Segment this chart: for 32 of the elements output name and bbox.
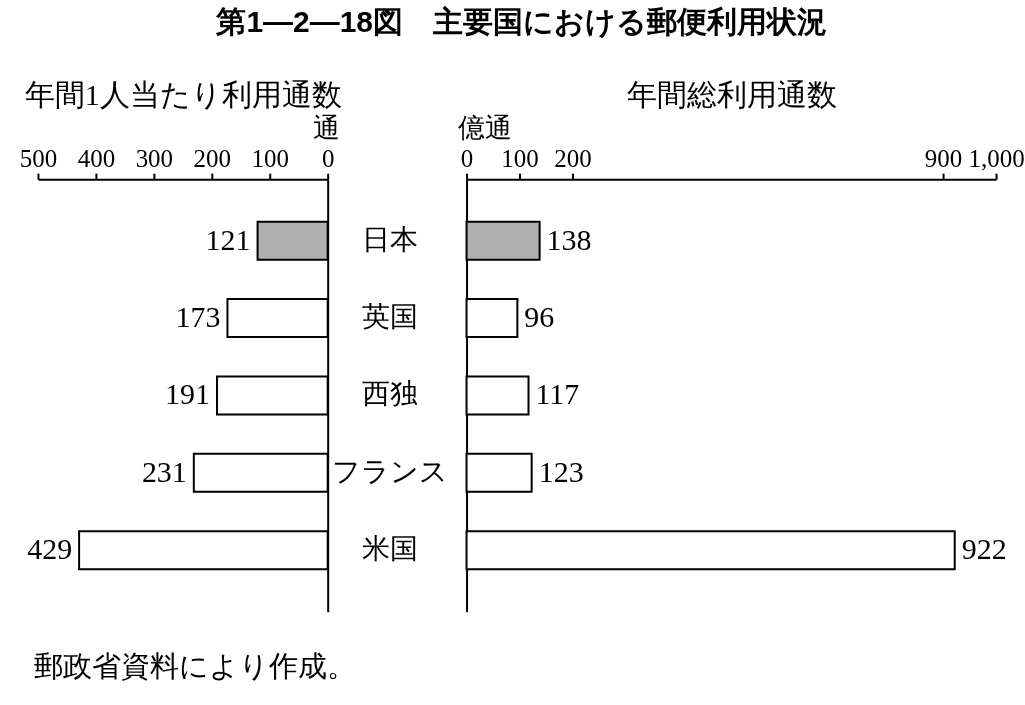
- y-tick-label: フランス: [332, 455, 449, 487]
- x-axis-title: 年間1人当たり利用通数: [24, 77, 342, 111]
- text: 郵政省資料により作成。: [33, 649, 356, 682]
- x-tick-label: 1,000: [968, 144, 1025, 172]
- data-label: 96: [524, 300, 555, 334]
- text: 通: [312, 113, 340, 144]
- data-label: 173: [175, 300, 221, 334]
- x-tick-label: 900: [924, 144, 963, 172]
- data-label: 121: [205, 222, 251, 256]
- y-tick-label: 日本: [362, 223, 419, 255]
- data-label: 117: [535, 377, 580, 411]
- x-tick-label: 0: [460, 144, 474, 172]
- x-tick-label: 100: [251, 144, 289, 172]
- x-tick-label: 200: [193, 144, 232, 172]
- y-tick-label: 西独: [362, 378, 419, 410]
- data-label: 231: [141, 454, 187, 488]
- x-tick-label: 200: [554, 144, 592, 172]
- data-label: 429: [27, 532, 73, 566]
- text: 億通: [457, 113, 512, 144]
- x-tick-label: 500: [19, 144, 58, 172]
- x-tick-label: 400: [77, 144, 116, 172]
- x-tick-label: 0: [321, 144, 335, 172]
- y-tick-label: 英国: [362, 301, 419, 333]
- x-tick-label: 100: [501, 144, 539, 172]
- data-label: 138: [546, 222, 592, 256]
- data-label: 191: [165, 377, 211, 411]
- y-tick-label: 米国: [362, 533, 419, 565]
- x-tick-label: 300: [135, 144, 174, 172]
- x-axis-title: 年間総利用通数: [626, 77, 837, 111]
- text: 第1―2―18図 主要国における郵便利用状況: [215, 5, 827, 40]
- data-label: 922: [961, 532, 1007, 566]
- data-label: 123: [538, 454, 584, 488]
